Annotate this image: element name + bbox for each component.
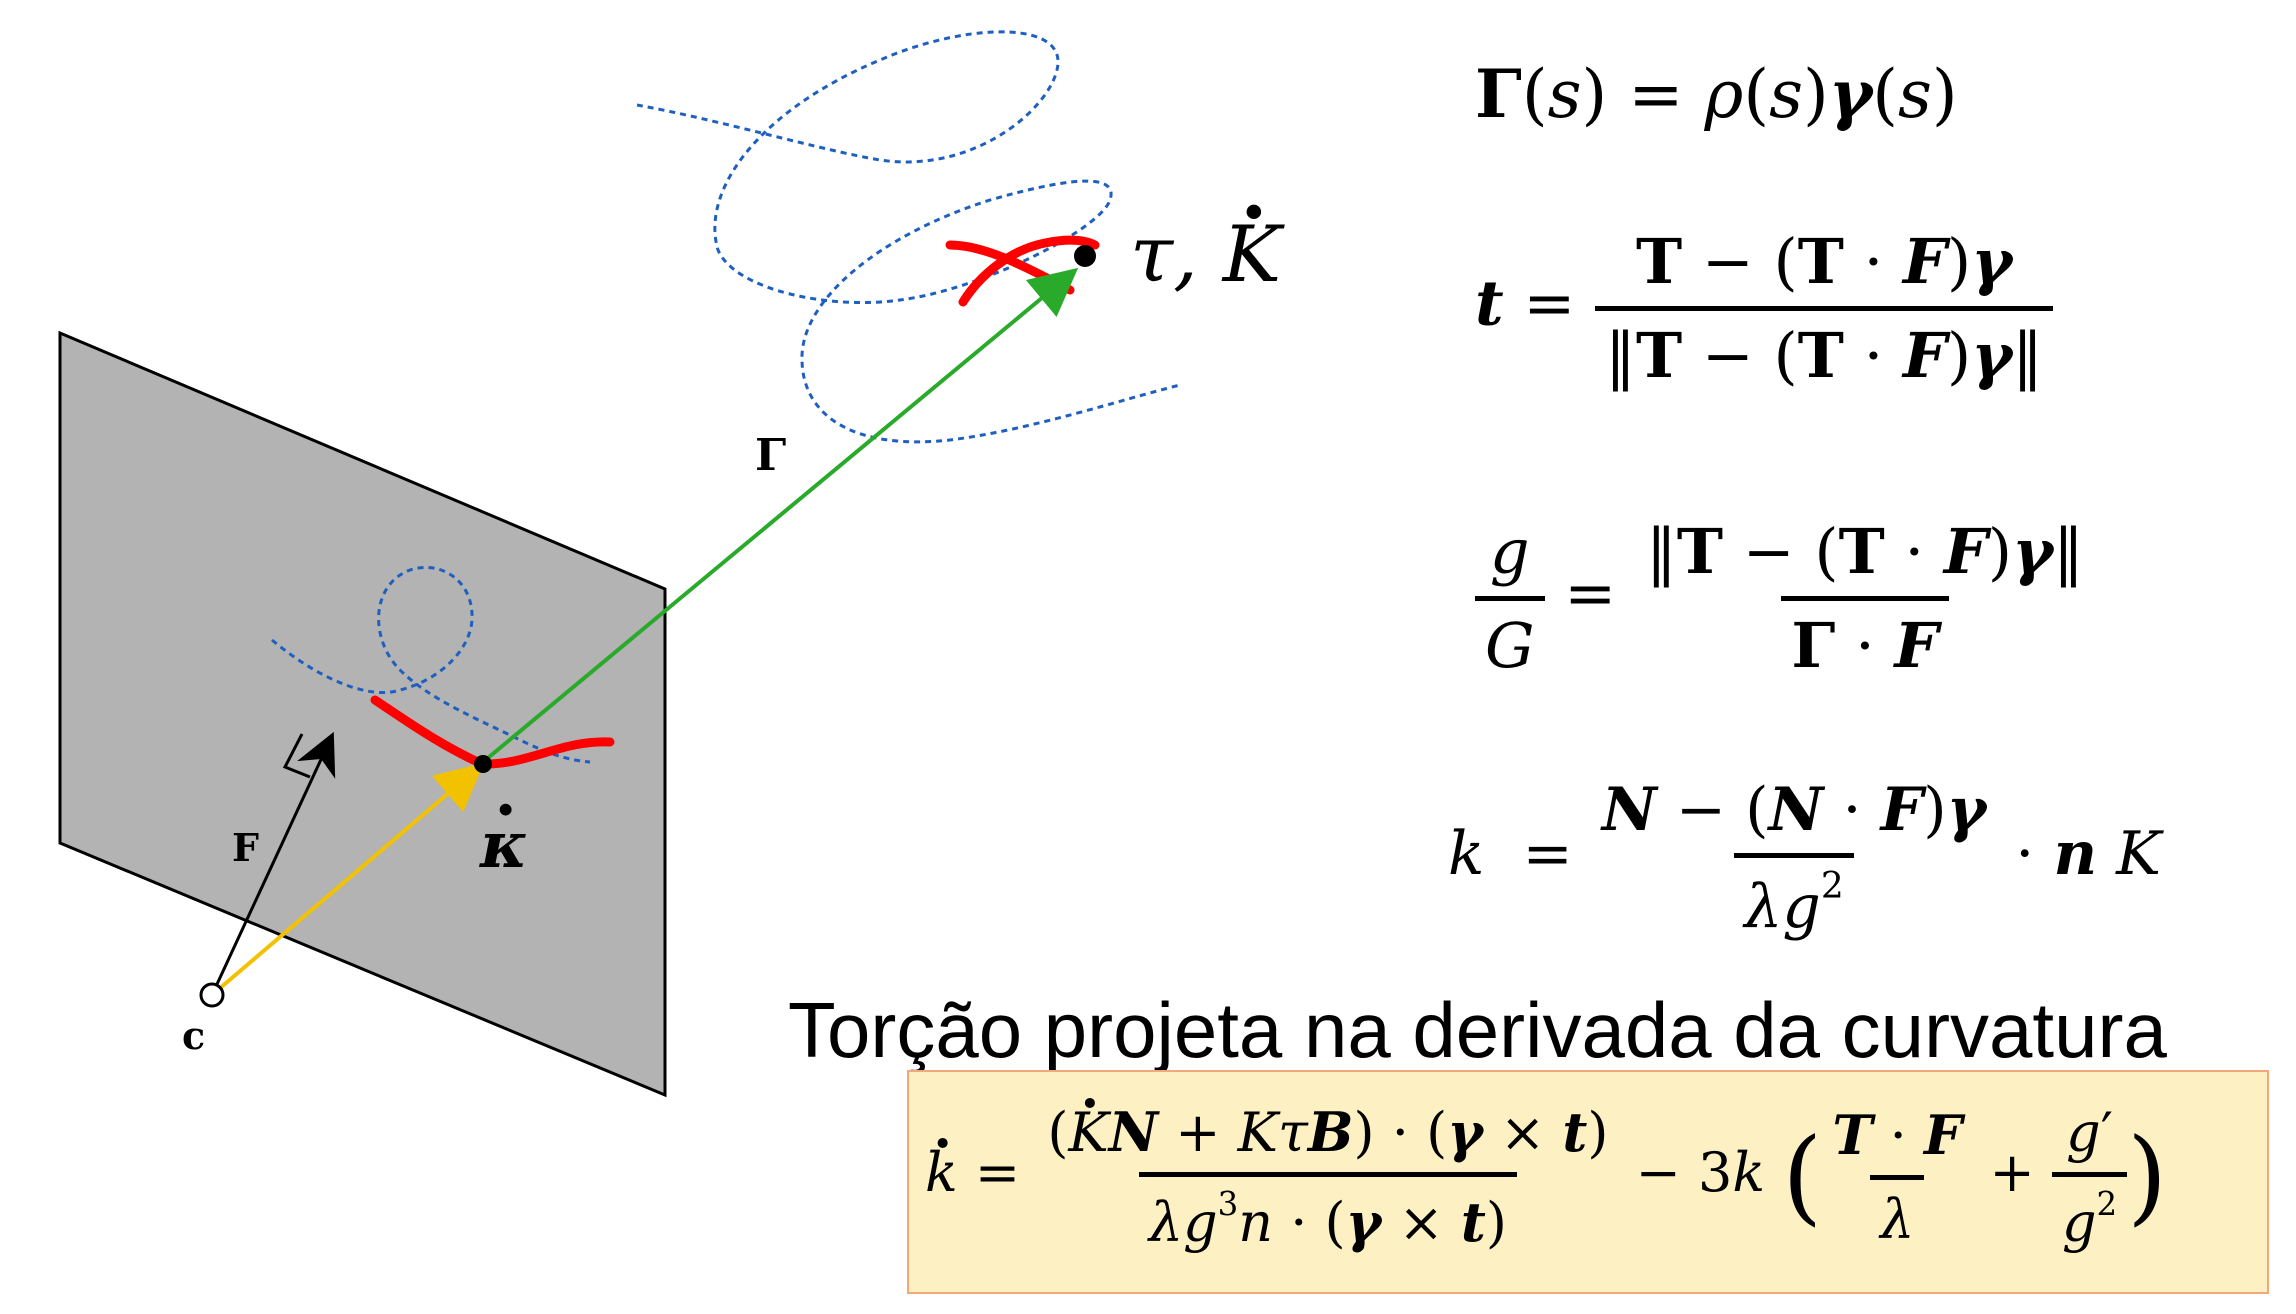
- tau-K-label: τ, K: [1130, 167, 1281, 300]
- equation-gamma: Γ(s) = ρ(s)γ(s): [1475, 55, 1958, 133]
- projected-dotted-curve: [271, 565, 591, 764]
- highlighted-equation-box: [907, 1070, 2269, 1294]
- caption-text: Torção projeta na derivada da curvatura: [788, 986, 2167, 1074]
- image-plane: [58, 330, 667, 1098]
- green-ray: [481, 267, 1079, 764]
- image-point: [474, 755, 492, 773]
- F-label: F: [232, 825, 259, 870]
- equation-k: k = N − (N · F)γ λg2 · n K: [1448, 775, 2161, 942]
- right-angle-mark: [282, 733, 311, 779]
- equation-k-dot: k = (KN + KτB) · (γ × t) λg3n · (γ × t) …: [925, 1071, 2167, 1254]
- camera-center: [199, 982, 225, 1008]
- equation-t: t = T − (T · F)γ ‖T − (T · F)γ‖: [1475, 225, 2054, 392]
- c-label: c: [182, 1013, 206, 1058]
- space-point: [1074, 245, 1096, 267]
- equation-g-over-G: g G = ‖T − (T · F)γ‖ Γ · F: [1475, 515, 2094, 682]
- space-dotted-curve: [636, 30, 1181, 444]
- F-vector: [210, 731, 336, 996]
- Gamma-label: Γ: [755, 430, 787, 481]
- yellow-ray: [210, 762, 485, 997]
- space-red-curve-b: [958, 235, 1100, 307]
- kappa-dot-label: κ: [480, 773, 528, 883]
